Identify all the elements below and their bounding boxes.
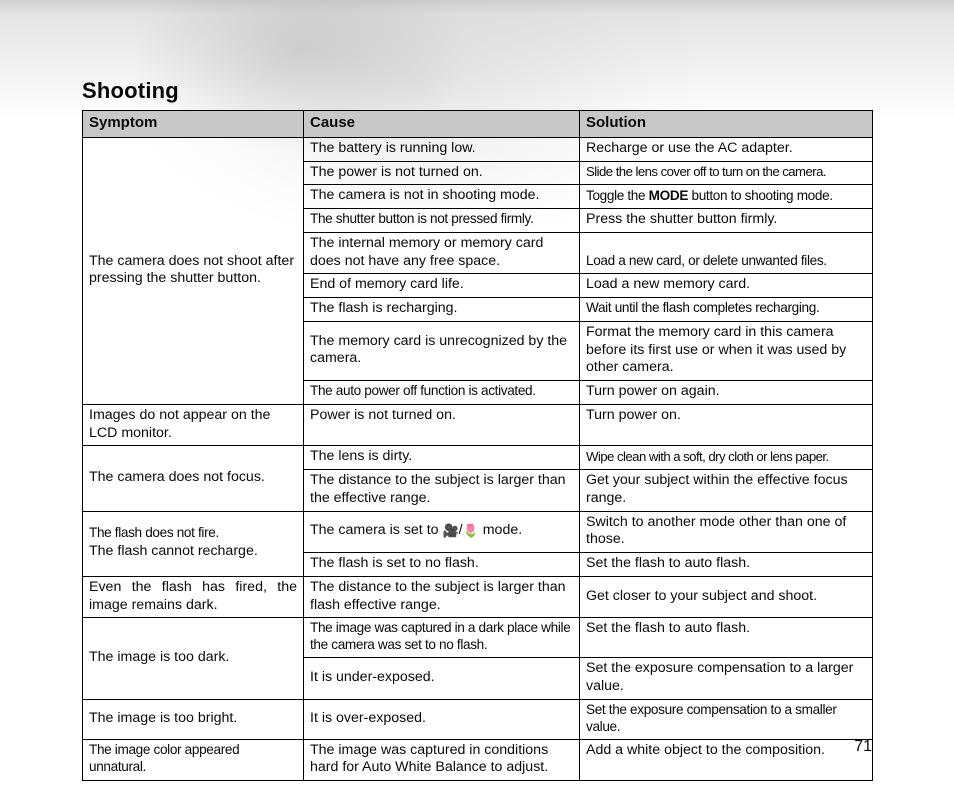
cell-cause: The distance to the subject is larger th… — [304, 470, 580, 512]
cell-solution: Get closer to your subject and shoot. — [580, 576, 873, 618]
cell-symptom: The image is too dark. — [83, 618, 304, 699]
cell-cause: The power is not turned on. — [304, 161, 580, 185]
col-solution: Solution — [580, 111, 873, 138]
cell-symptom: The image color appeared unnatural. — [83, 739, 304, 781]
col-symptom: Symptom — [83, 111, 304, 138]
cell-cause: The battery is running low. — [304, 137, 580, 161]
text: button to shooting mode. — [688, 188, 833, 203]
text: The camera is set to — [310, 522, 442, 538]
table-row: The flash does not fire.The flash cannot… — [83, 511, 873, 553]
macro-mode-icon: 🌷 — [463, 523, 479, 538]
cell-cause: End of memory card life. — [304, 274, 580, 298]
cell-symptom: The flash does not fire. The flash cannot… — [83, 511, 304, 576]
cell-cause: The image was captured in conditions har… — [304, 739, 580, 781]
cell-cause: The internal memory or memory card does … — [304, 232, 580, 274]
cell-symptom: Even the flash has fired, the image rema… — [83, 576, 304, 618]
cell-symptom: Images do not appear on the LCD monitor. — [83, 404, 304, 446]
cell-cause: It is over-exposed. — [304, 699, 580, 739]
cell-cause: The auto power off function is activated… — [304, 381, 580, 405]
cell-solution: Set the exposure compensation to a large… — [580, 658, 873, 700]
cell-symptom: The camera does not focus. — [83, 446, 304, 511]
cell-cause: The shutter button is not pressed firmly… — [304, 209, 580, 233]
cell-cause: The memory card is unrecognized by the c… — [304, 321, 580, 380]
cell-solution: Load a new memory card. — [580, 274, 873, 298]
cell-solution: Set the flash to auto flash. — [580, 618, 873, 658]
table-row: Even the flash has fired, the image rema… — [83, 576, 873, 618]
table-row: The camera does not focus. The lens is d… — [83, 446, 873, 470]
cell-cause: The flash is set to no flash. — [304, 553, 580, 577]
table-row: Images do not appear on the LCD monitor.… — [83, 404, 873, 446]
cell-cause: The lens is dirty. — [304, 446, 580, 470]
cell-solution: Switch to another mode other than one of… — [580, 511, 873, 553]
page-content: Shooting Symptom Cause Solution The came… — [82, 78, 872, 781]
page-title: Shooting — [82, 78, 872, 104]
table-row: The image is too dark. The image was cap… — [83, 618, 873, 658]
cell-symptom: The camera does not shoot after pressing… — [83, 137, 304, 404]
cell-solution: Load a new card, or delete unwanted file… — [580, 232, 873, 274]
cell-cause: It is under-exposed. — [304, 658, 580, 700]
cell-solution: Wipe clean with a soft, dry cloth or len… — [580, 446, 873, 470]
table-row: The image is too bright. It is over-expo… — [83, 699, 873, 739]
table-header-row: Symptom Cause Solution — [83, 111, 873, 138]
troubleshooting-table: Symptom Cause Solution The camera does n… — [82, 110, 873, 781]
cell-solution: Toggle the MODE button to shooting mode. — [580, 185, 873, 209]
cell-solution: Recharge or use the AC adapter. — [580, 137, 873, 161]
text: Toggle the — [586, 188, 649, 203]
cell-solution: Slide the lens cover off to turn on the … — [580, 161, 873, 185]
cell-symptom: The image is too bright. — [83, 699, 304, 739]
text: mode. — [479, 522, 522, 538]
cell-cause: The distance to the subject is larger th… — [304, 576, 580, 618]
mode-label: MODE — [649, 188, 688, 203]
cell-cause: The image was captured in a dark place w… — [304, 618, 580, 658]
cell-solution: Add a white object to the composition. — [580, 739, 873, 781]
page-number: 71 — [854, 738, 872, 756]
cell-solution: Turn power on again. — [580, 381, 873, 405]
col-cause: Cause — [304, 111, 580, 138]
cell-cause: Power is not turned on. — [304, 404, 580, 446]
cell-cause: The camera is not in shooting mode. — [304, 185, 580, 209]
cell-solution: Set the flash to auto flash. — [580, 553, 873, 577]
table-row: The camera does not shoot after pressing… — [83, 137, 873, 161]
cell-solution: Set the exposure compensation to a small… — [580, 699, 873, 739]
cell-solution: Get your subject within the effective fo… — [580, 470, 873, 512]
cell-cause: The flash is recharging. — [304, 298, 580, 322]
cell-solution: Format the memory card in this camera be… — [580, 321, 873, 380]
movie-mode-icon: 🎥 — [442, 523, 458, 538]
table-row: The image color appeared unnatural. The … — [83, 739, 873, 781]
cell-solution: Wait until the flash completes rechargin… — [580, 298, 873, 322]
cell-cause: The camera is set to 🎥/🌷 mode. — [304, 511, 580, 553]
text: The flash cannot recharge. — [89, 543, 258, 559]
cell-solution: Press the shutter button firmly. — [580, 209, 873, 233]
text: The flash does not fire. — [89, 525, 219, 540]
cell-solution: Turn power on. — [580, 404, 873, 446]
